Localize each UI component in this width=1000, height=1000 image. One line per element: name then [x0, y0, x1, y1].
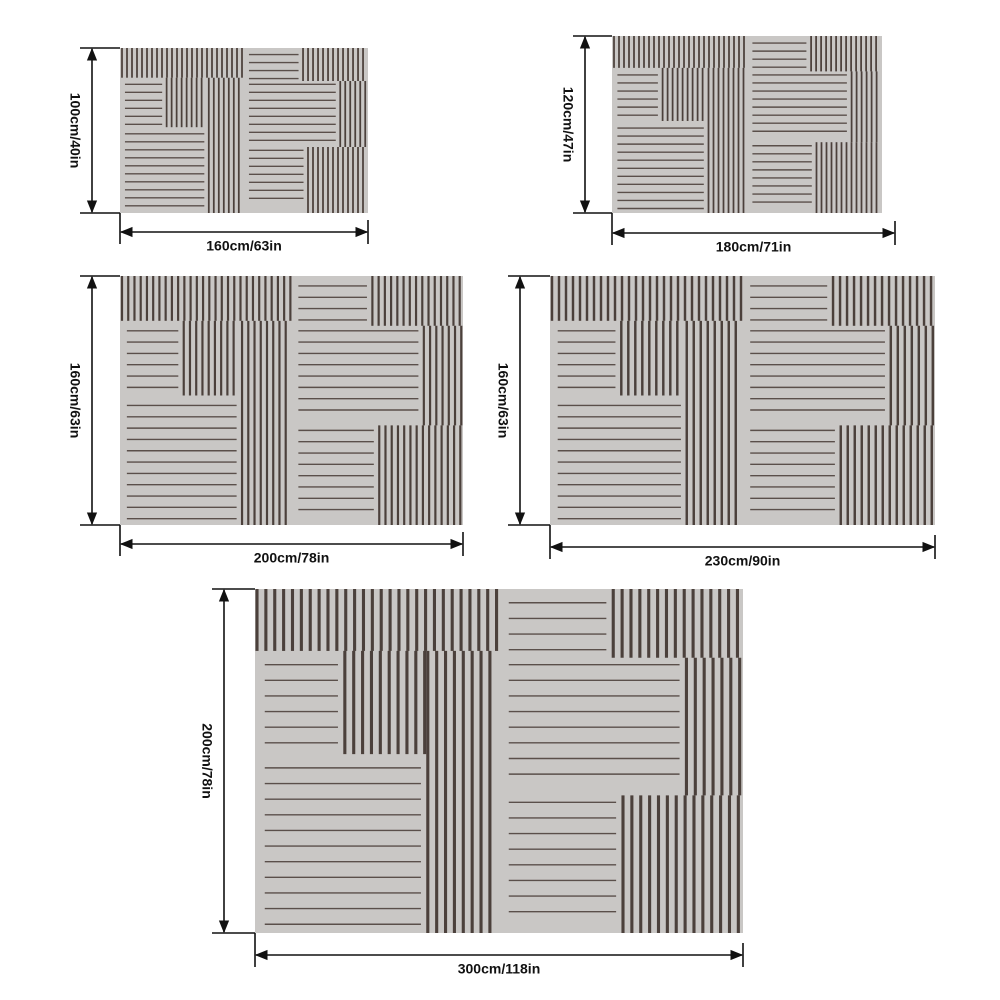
width-label: 300cm/118in [458, 961, 541, 977]
width-label: 180cm/71in [716, 239, 792, 255]
height-label: 120cm/47in [560, 87, 576, 163]
height-label: 160cm/63in [67, 363, 83, 439]
rug [550, 276, 935, 525]
height-label: 100cm/40in [67, 93, 83, 169]
width-label: 200cm/78in [254, 550, 330, 566]
rug [120, 48, 368, 213]
width-label: 160cm/63in [206, 238, 282, 254]
height-label: 200cm/78in [199, 723, 215, 799]
rug [120, 276, 463, 525]
rug [255, 589, 743, 933]
rug [612, 36, 882, 213]
width-label: 230cm/90in [705, 553, 781, 569]
height-label: 160cm/63in [495, 363, 511, 439]
